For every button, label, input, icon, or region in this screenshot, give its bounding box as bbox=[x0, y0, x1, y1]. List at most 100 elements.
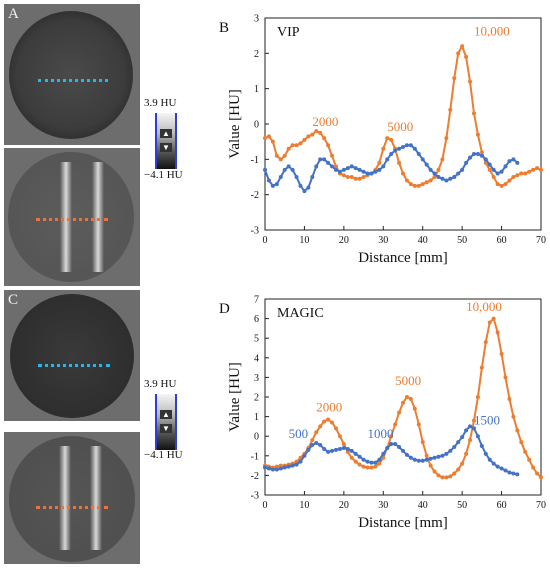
data-point-orange bbox=[270, 139, 275, 144]
data-point-blue bbox=[483, 451, 488, 456]
data-point-orange bbox=[448, 474, 453, 479]
data-point-blue bbox=[333, 447, 338, 452]
y-tick-label: 4 bbox=[254, 353, 259, 364]
data-point-orange bbox=[416, 422, 421, 427]
data-point-orange bbox=[515, 173, 520, 178]
data-point-blue bbox=[444, 178, 449, 183]
x-tick-label: 0 bbox=[263, 500, 268, 511]
data-point-blue bbox=[424, 457, 429, 462]
data-point-blue bbox=[495, 464, 500, 469]
data-point-blue bbox=[468, 155, 473, 160]
data-point-orange bbox=[290, 143, 295, 148]
x-tick-label: 40 bbox=[418, 235, 428, 246]
data-point-blue bbox=[290, 463, 295, 468]
ct-image-a-top: A bbox=[4, 4, 140, 145]
x-tick-label: 60 bbox=[497, 235, 507, 246]
x-tick-label: 20 bbox=[339, 500, 349, 511]
data-point-blue bbox=[491, 461, 496, 466]
data-point-orange bbox=[306, 134, 311, 139]
data-point-orange bbox=[310, 132, 315, 137]
data-point-orange bbox=[286, 146, 291, 151]
data-point-blue bbox=[440, 176, 445, 181]
data-point-blue bbox=[282, 465, 287, 470]
y-tick-label: -3 bbox=[251, 491, 259, 502]
data-point-orange bbox=[401, 171, 405, 176]
data-point-orange bbox=[333, 426, 338, 431]
data-point-orange bbox=[479, 150, 484, 155]
data-point-orange bbox=[404, 178, 409, 183]
data-point-blue bbox=[401, 144, 405, 149]
data-point-blue bbox=[385, 445, 390, 450]
data-point-blue bbox=[475, 434, 480, 439]
data-point-blue bbox=[322, 157, 327, 162]
data-point-blue bbox=[286, 464, 291, 469]
data-point-blue bbox=[302, 189, 307, 194]
data-point-blue bbox=[456, 440, 461, 445]
data-point-blue bbox=[286, 164, 291, 169]
data-point-orange bbox=[393, 422, 398, 427]
data-point-orange bbox=[412, 406, 417, 411]
data-point-orange bbox=[436, 473, 441, 478]
x-tick-label: 60 bbox=[497, 500, 507, 511]
data-point-orange bbox=[357, 462, 362, 467]
data-point-blue bbox=[270, 183, 275, 188]
data-point-blue bbox=[294, 175, 299, 179]
data-point-blue bbox=[353, 451, 358, 456]
phantom-disc bbox=[9, 11, 133, 139]
annotation-label: 10,000 bbox=[466, 299, 502, 314]
x-tick-label: 10 bbox=[299, 235, 309, 246]
data-point-blue bbox=[420, 157, 425, 162]
data-point-orange bbox=[310, 438, 315, 443]
data-point-orange bbox=[294, 143, 299, 148]
data-point-orange bbox=[444, 475, 449, 480]
data-point-blue bbox=[263, 167, 267, 172]
data-point-blue bbox=[365, 171, 370, 176]
data-point-blue bbox=[401, 448, 405, 453]
data-point-orange bbox=[337, 434, 342, 439]
data-point-blue bbox=[479, 153, 484, 158]
y-tick-label: -2 bbox=[251, 471, 259, 482]
x-tick-label: 30 bbox=[378, 500, 388, 511]
data-point-orange bbox=[373, 464, 378, 469]
data-point-blue bbox=[274, 182, 279, 187]
colorbar-a: ▲ ▼ bbox=[152, 113, 178, 169]
data-point-blue bbox=[318, 157, 323, 162]
data-point-orange bbox=[263, 136, 267, 141]
annotation-label: 1000 bbox=[368, 426, 394, 441]
data-point-blue bbox=[294, 462, 299, 467]
data-point-blue bbox=[274, 467, 279, 472]
data-point-orange bbox=[507, 396, 512, 401]
data-point-orange bbox=[523, 171, 528, 176]
data-point-orange bbox=[420, 440, 425, 445]
data-point-orange bbox=[361, 464, 366, 469]
panel-letter: D bbox=[219, 301, 230, 317]
data-point-blue bbox=[404, 143, 409, 148]
data-point-orange bbox=[471, 111, 476, 116]
data-point-blue bbox=[416, 458, 421, 463]
data-point-orange bbox=[491, 175, 496, 179]
x-tick-label: 0 bbox=[263, 235, 268, 246]
panel-label-a: A bbox=[8, 6, 19, 22]
data-point-orange bbox=[330, 420, 335, 425]
data-point-orange bbox=[487, 167, 492, 172]
y-tick-label: 3 bbox=[254, 14, 259, 25]
data-point-orange bbox=[511, 175, 516, 179]
phantom-disc bbox=[10, 294, 134, 418]
data-point-orange bbox=[535, 471, 540, 476]
arrow-down-icon: ▼ bbox=[160, 143, 172, 152]
data-point-orange bbox=[495, 182, 500, 187]
data-point-blue bbox=[436, 454, 441, 459]
y-tick-label: 1 bbox=[254, 412, 259, 423]
data-point-blue bbox=[397, 146, 402, 151]
data-point-orange bbox=[507, 178, 512, 183]
data-point-blue bbox=[266, 466, 271, 471]
data-point-blue bbox=[515, 472, 520, 477]
data-point-orange bbox=[349, 455, 354, 460]
colorbar-gradient bbox=[155, 394, 177, 450]
data-point-blue bbox=[448, 448, 453, 453]
data-point-blue bbox=[373, 460, 378, 465]
data-point-blue bbox=[471, 152, 476, 157]
data-point-blue bbox=[326, 449, 331, 454]
data-point-blue bbox=[483, 157, 488, 162]
